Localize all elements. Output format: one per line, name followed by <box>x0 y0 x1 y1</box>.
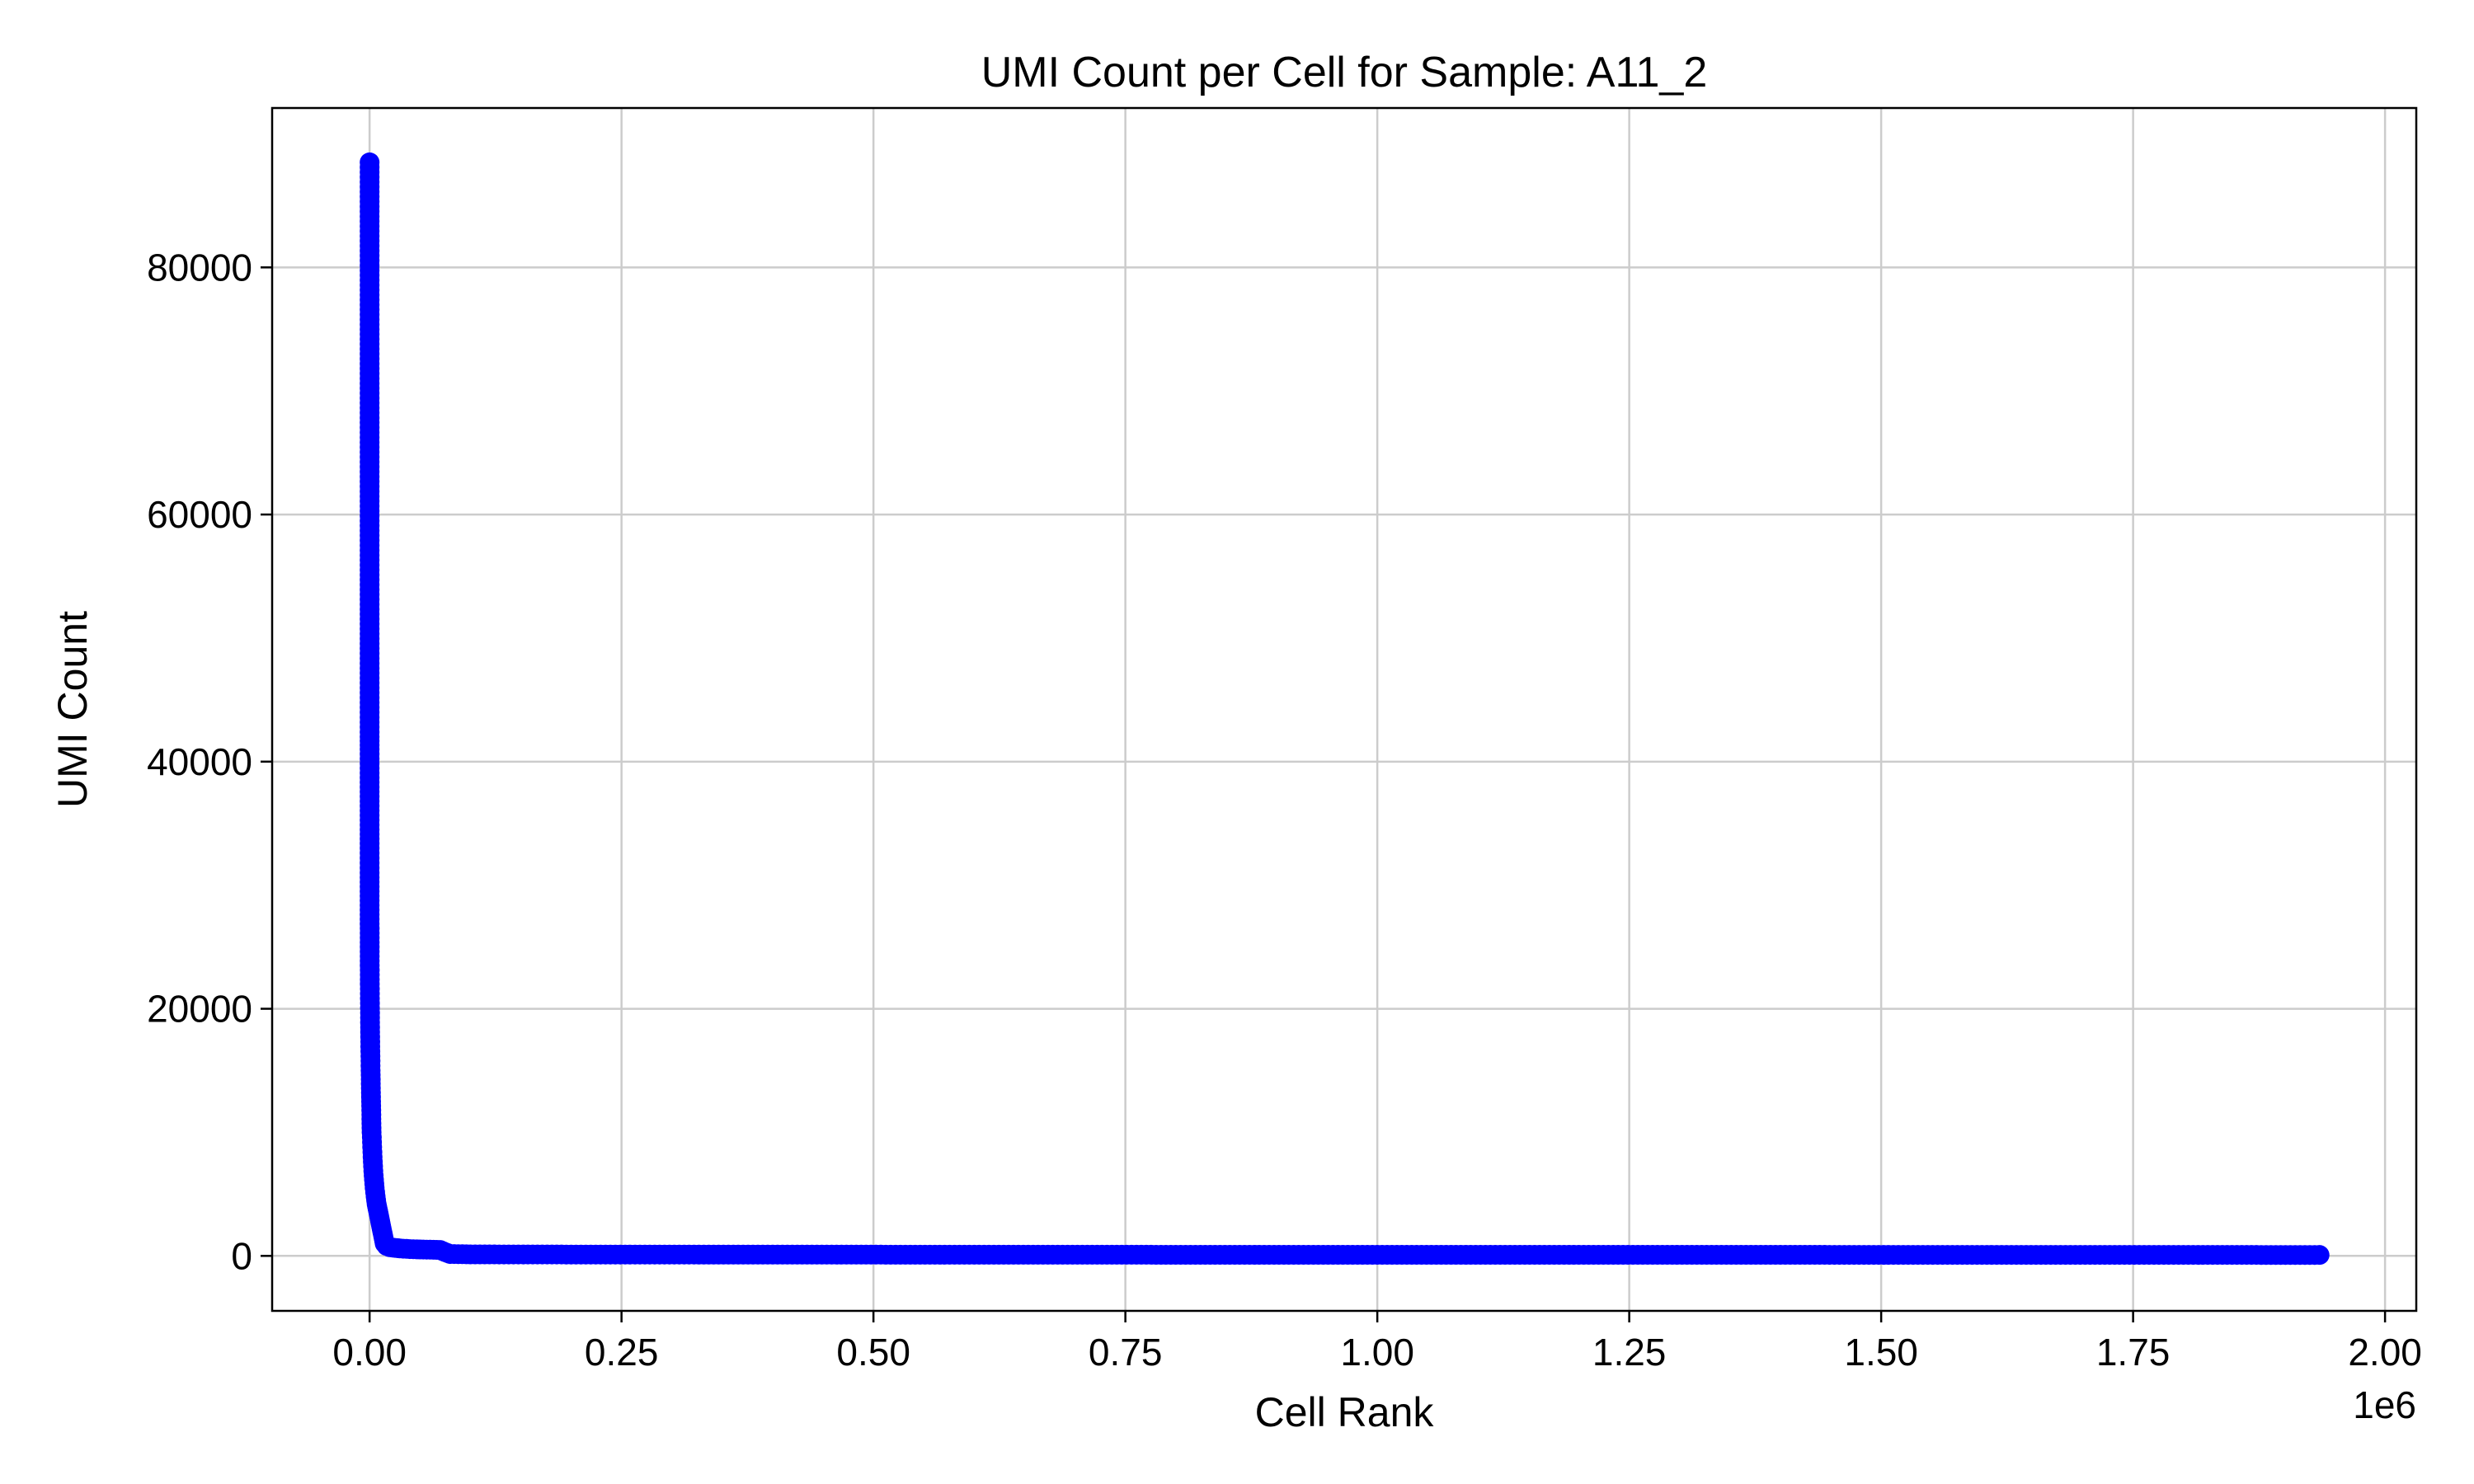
y-tick-label: 40000 <box>147 740 252 783</box>
x-tick-label: 1.75 <box>2096 1331 2171 1374</box>
x-tick-label: 0.25 <box>585 1331 659 1374</box>
plot-frame <box>270 106 2418 1313</box>
data-series <box>360 152 2330 1266</box>
y-axis-title: UMI Count <box>49 611 96 808</box>
chart-title: UMI Count per Cell for Sample: A11_2 <box>981 49 1708 96</box>
y-tick-label: 60000 <box>147 493 252 536</box>
x-tick-label: 1.00 <box>1340 1331 1414 1374</box>
y-tick-label: 20000 <box>147 988 252 1031</box>
series-line <box>367 162 2320 1257</box>
x-tick-label: 0.75 <box>1089 1331 1163 1374</box>
grid <box>272 108 2416 1311</box>
x-tick-label: 2.00 <box>2348 1331 2422 1374</box>
y-tick-label: 80000 <box>147 246 252 289</box>
x-tick-label: 0.50 <box>836 1331 910 1374</box>
x-tick-label: 0.00 <box>332 1331 407 1374</box>
x-axis-title: Cell Rank <box>1255 1389 1435 1435</box>
axis-ticks: 0.00 0.25 0.50 0.75 1.00 1.25 1.50 1.75 2.00 0 200… <box>147 246 2422 1374</box>
x-axis-offset-label: 1e6 <box>2353 1383 2416 1426</box>
x-tick-label: 1.50 <box>1844 1331 1918 1374</box>
x-tick-label: 1.25 <box>1592 1331 1667 1374</box>
data-point <box>2309 1245 2330 1266</box>
y-tick-label: 0 <box>231 1234 252 1277</box>
